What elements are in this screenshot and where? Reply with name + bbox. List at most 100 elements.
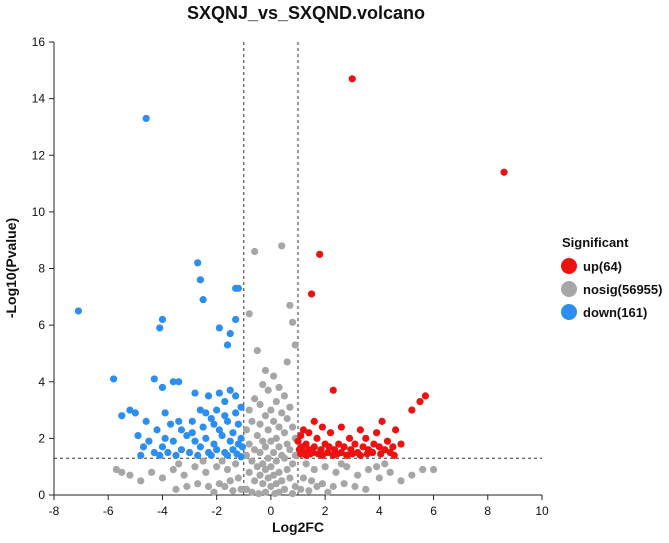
- data-point-nosig: [351, 482, 359, 491]
- data-point-nosig: [256, 420, 264, 428]
- data-point-up: [421, 392, 430, 400]
- data-point-up: [389, 443, 397, 451]
- data-point-nosig: [172, 485, 180, 493]
- data-point-down: [126, 406, 134, 414]
- data-point-down: [199, 296, 207, 304]
- data-point-up: [500, 168, 508, 176]
- data-point-nosig: [248, 417, 256, 425]
- data-point-nosig: [245, 310, 253, 318]
- data-point-down: [156, 324, 164, 332]
- data-point-up: [340, 443, 348, 451]
- data-point-down: [194, 259, 202, 267]
- data-point-up: [359, 443, 367, 451]
- data-point-nosig: [286, 301, 294, 309]
- data-point-down: [237, 453, 245, 461]
- data-point-down: [118, 412, 126, 420]
- data-point-down: [226, 437, 234, 445]
- data-point-up: [318, 451, 326, 459]
- x-tick-label: 8: [484, 504, 491, 518]
- legend-title: Significant: [562, 235, 629, 250]
- data-point-down: [166, 420, 175, 428]
- data-point-down: [237, 403, 245, 411]
- data-point-up: [310, 443, 318, 451]
- data-point-nosig: [261, 443, 270, 451]
- data-point-up: [345, 434, 354, 442]
- data-point-down: [185, 448, 194, 457]
- threshold-lines: [54, 42, 542, 495]
- data-point-nosig: [148, 468, 156, 476]
- data-point-nosig: [242, 485, 251, 493]
- y-tick-label: 0: [38, 488, 45, 502]
- data-point-down: [213, 446, 221, 454]
- data-point-up: [302, 451, 310, 459]
- y-tick-label: 14: [32, 92, 46, 106]
- data-point-up: [318, 423, 326, 431]
- data-point-nosig: [261, 465, 270, 474]
- data-point-down: [137, 451, 145, 459]
- x-axis-label: Log2FC: [272, 519, 324, 535]
- data-point-nosig: [253, 431, 261, 440]
- data-point-up: [310, 417, 318, 425]
- data-point-nosig: [286, 474, 294, 482]
- data-point-up: [305, 429, 313, 437]
- x-tick-label: 4: [376, 504, 383, 518]
- data-point-nosig: [381, 460, 389, 468]
- data-point-nosig: [245, 468, 253, 476]
- data-point-nosig: [261, 488, 270, 496]
- data-point-down: [202, 409, 210, 417]
- data-point-nosig: [248, 488, 256, 496]
- data-point-up: [324, 448, 332, 457]
- data-point-down: [207, 451, 215, 459]
- data-point-nosig: [256, 471, 264, 479]
- data-point-nosig: [183, 482, 191, 491]
- data-point-nosig: [248, 457, 256, 465]
- data-point-nosig: [321, 463, 329, 471]
- data-point-nosig: [275, 383, 283, 392]
- data-point-down: [150, 448, 158, 457]
- x-tick-label: -4: [157, 504, 168, 518]
- data-point-down: [196, 276, 204, 284]
- data-point-up: [297, 431, 305, 440]
- x-tick-label: 10: [535, 504, 549, 518]
- data-point-nosig: [261, 412, 270, 420]
- data-point-nosig: [283, 414, 291, 423]
- data-point-nosig: [280, 429, 289, 437]
- data-point-nosig: [210, 488, 218, 496]
- data-point-nosig: [251, 446, 259, 454]
- data-point-down: [229, 429, 237, 437]
- data-point-nosig: [419, 465, 427, 474]
- data-point-down: [177, 446, 186, 454]
- data-point-up: [294, 437, 302, 445]
- data-point-down: [139, 443, 148, 451]
- y-tick-label: 6: [38, 318, 45, 332]
- data-point-nosig: [232, 460, 240, 468]
- data-point-down: [232, 409, 240, 417]
- data-point-nosig: [118, 468, 126, 476]
- data-point-nosig: [299, 474, 308, 482]
- data-point-nosig: [364, 465, 373, 474]
- data-point-nosig: [288, 489, 297, 498]
- data-point-up: [392, 426, 400, 434]
- data-point-nosig: [332, 468, 340, 476]
- data-point-down: [172, 451, 180, 459]
- data-point-nosig: [373, 463, 381, 471]
- y-axis-ticks: 0 2 4 6 8 10 12 14 16: [32, 35, 54, 502]
- data-point-nosig: [318, 480, 326, 488]
- data-point-down: [188, 429, 196, 437]
- data-point-nosig: [267, 482, 275, 491]
- y-tick-label: 16: [32, 35, 46, 49]
- data-point-nosig: [259, 437, 267, 445]
- data-point-up: [356, 451, 364, 459]
- data-point-nosig: [253, 347, 261, 355]
- data-point-nosig: [261, 366, 270, 375]
- data-point-up: [297, 450, 305, 458]
- data-point-down: [199, 423, 207, 431]
- data-point-down: [134, 431, 142, 440]
- data-point-nosig: [175, 460, 183, 468]
- data-point-down: [191, 437, 199, 445]
- data-point-nosig: [288, 318, 297, 326]
- data-point-down: [223, 451, 232, 459]
- data-point-nosig: [310, 465, 318, 474]
- data-point-down: [215, 389, 223, 397]
- data-point-down: [221, 397, 229, 406]
